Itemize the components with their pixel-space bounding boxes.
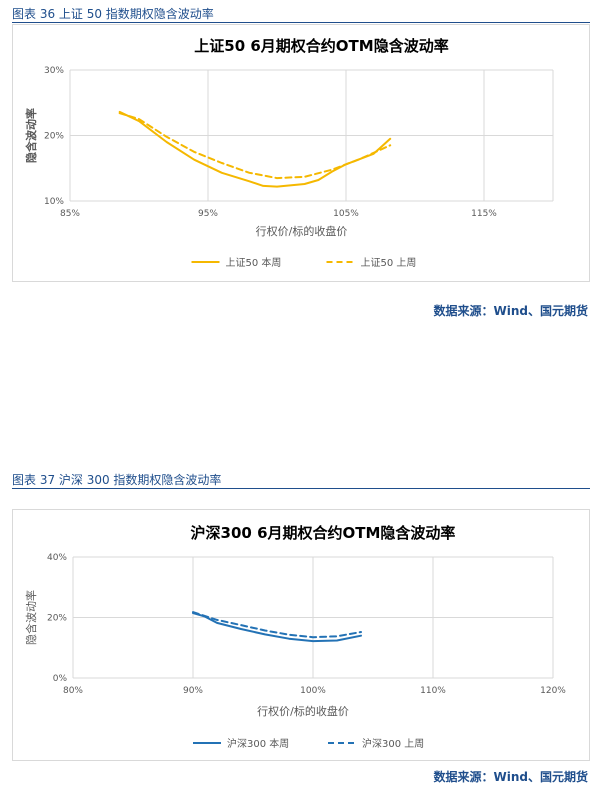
csi300-x-tick-label-1: 90% — [183, 686, 203, 696]
csi300-y-tick-label-2: 40% — [47, 553, 67, 563]
sse50-x-tick-label-2: 105% — [333, 209, 359, 219]
sse50-y-tick-label-0: 10% — [44, 197, 64, 207]
chart-csi300: 沪深300 6月期权合约OTM隐含波动率 0% 20% 40% 80% 90% 100% 11… — [24, 524, 566, 750]
csi300-series-this-week-line — [192, 612, 362, 643]
csi300-x-tick-label-2: 100% — [300, 686, 326, 696]
sse50-legend-label-1: 上证50 上周 — [361, 257, 417, 269]
figure-37-rule — [12, 488, 590, 489]
sse50-y-tick-label-1: 20% — [44, 132, 64, 142]
csi300-series-last-week-line — [192, 611, 362, 639]
csi300-title: 沪深300 6月期权合约OTM隐含波动率 — [191, 524, 456, 542]
csi300-y-axis-label: 隐含波动率 — [24, 590, 38, 645]
sse50-series-this-week-line — [118, 110, 392, 188]
csi300-x-tick-label-3: 110% — [420, 686, 446, 696]
sse50-x-tick-label-1: 95% — [198, 209, 218, 219]
chart-sse50-box: 上证50 6月期权合约OTM隐含波动率 10% 20% 30% 85% 95% 105% 11… — [12, 24, 590, 282]
chart-sse50: 上证50 6月期权合约OTM隐含波动率 10% 20% 30% 85% 95% 105% 11… — [24, 37, 554, 269]
csi300-x-tick-label-4: 120% — [540, 686, 566, 696]
csi300-y-tick-label-0: 0% — [53, 674, 68, 684]
csi300-legend-label-0: 沪深300 本周 — [227, 737, 289, 750]
sse50-x-tick-label-3: 115% — [471, 209, 497, 219]
figure-37-source: 数据来源：Wind、国元期货 — [433, 770, 588, 784]
csi300-x-axis-label: 行权价/标的收盘价 — [257, 704, 349, 718]
chart-csi300-box: 沪深300 6月期权合约OTM隐含波动率 0% 20% 40% 80% 90% 100% 11… — [12, 509, 590, 761]
csi300-x-tick-label-0: 80% — [63, 686, 83, 696]
sse50-y-axis-label: 隐含波动率 — [24, 108, 38, 163]
figure-37-caption: 图表 37 沪深 300 指数期权隐含波动率 — [12, 473, 222, 487]
figure-36-rule — [12, 22, 590, 23]
sse50-x-tick-label-0: 85% — [60, 209, 80, 219]
sse50-legend-label-0: 上证50 本周 — [226, 256, 282, 269]
sse50-y-tick-label-2: 30% — [44, 66, 64, 76]
figure-36-caption: 图表 36 上证 50 指数期权隐含波动率 — [12, 7, 214, 21]
sse50-series-last-week-line — [118, 112, 392, 180]
figure-36-source: 数据来源：Wind、国元期货 — [433, 304, 588, 318]
sse50-x-axis-label: 行权价/标的收盘价 — [256, 224, 348, 238]
csi300-y-tick-label-1: 20% — [47, 614, 67, 624]
sse50-title: 上证50 6月期权合约OTM隐含波动率 — [194, 37, 448, 55]
csi300-legend-label-1: 沪深300 上周 — [362, 737, 424, 750]
